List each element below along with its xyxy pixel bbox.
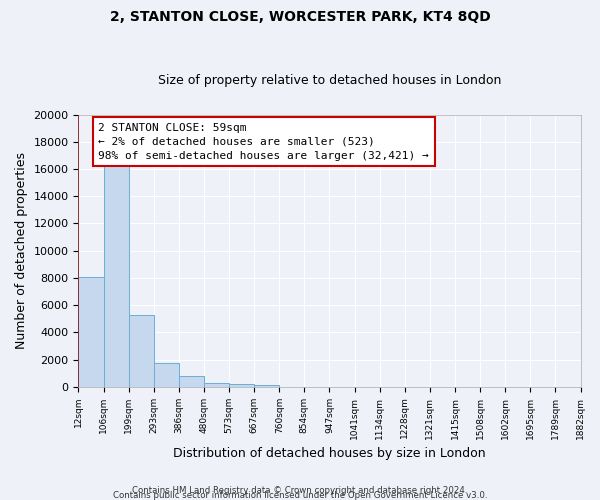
Bar xyxy=(179,376,204,387)
Bar xyxy=(204,384,229,387)
Bar xyxy=(104,161,128,387)
Text: 2, STANTON CLOSE, WORCESTER PARK, KT4 8QD: 2, STANTON CLOSE, WORCESTER PARK, KT4 8Q… xyxy=(110,10,490,24)
Text: Contains HM Land Registry data © Crown copyright and database right 2024.: Contains HM Land Registry data © Crown c… xyxy=(132,486,468,495)
Bar xyxy=(229,384,254,387)
X-axis label: Distribution of detached houses by size in London: Distribution of detached houses by size … xyxy=(173,447,486,460)
Y-axis label: Number of detached properties: Number of detached properties xyxy=(15,152,28,349)
Title: Size of property relative to detached houses in London: Size of property relative to detached ho… xyxy=(158,74,501,87)
Bar xyxy=(154,363,179,387)
Bar xyxy=(128,314,154,387)
Bar xyxy=(254,386,279,387)
Text: 2 STANTON CLOSE: 59sqm
← 2% of detached houses are smaller (523)
98% of semi-det: 2 STANTON CLOSE: 59sqm ← 2% of detached … xyxy=(98,122,429,160)
Bar xyxy=(79,276,104,387)
Text: Contains public sector information licensed under the Open Government Licence v3: Contains public sector information licen… xyxy=(113,491,487,500)
